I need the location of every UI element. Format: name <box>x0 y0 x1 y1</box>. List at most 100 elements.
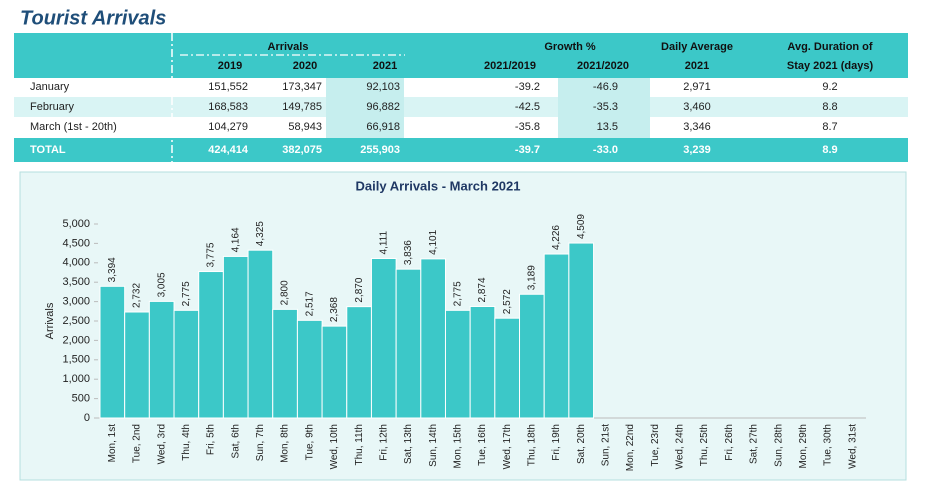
x-tick-label: Sat, 6th <box>230 424 241 458</box>
value-label: 2,870 <box>354 277 365 302</box>
x-tick-label: Tue, 9th <box>304 424 315 460</box>
x-tick-label: Sun, 21st <box>601 424 612 466</box>
table-cell: -42.5 <box>515 101 540 113</box>
value-label: 3,394 <box>107 257 118 282</box>
x-tick-label: Tue, 2nd <box>132 424 143 463</box>
value-label: 4,164 <box>230 227 241 252</box>
x-tick-label: Sat, 20th <box>576 424 587 464</box>
x-tick-label: Wed, 24th <box>675 424 686 469</box>
table-cell: -33.0 <box>593 144 618 156</box>
table-cell: January <box>30 81 70 93</box>
x-tick-label: Wed, 31st <box>847 424 858 469</box>
bar <box>469 305 496 419</box>
bar <box>395 268 422 419</box>
bar <box>346 306 372 419</box>
x-tick-label: Tue, 16th <box>477 424 488 466</box>
value-label: 3,775 <box>206 242 217 267</box>
x-tick-label: Fri, 12th <box>378 424 389 461</box>
y-tick-label: 2,000 <box>62 334 90 346</box>
value-label: 2,572 <box>502 289 513 314</box>
x-tick-label: Mon, 8th <box>280 424 291 463</box>
row-band <box>14 97 908 117</box>
table-cell: 3,346 <box>683 121 711 133</box>
bar <box>444 309 471 419</box>
bar <box>370 257 397 419</box>
table-cell: 3,460 <box>683 101 711 113</box>
y-tick-label: 2,500 <box>62 315 90 327</box>
table-cell: 8.8 <box>822 101 837 113</box>
bar <box>420 258 446 419</box>
table-cell: 382,075 <box>282 144 322 156</box>
table-cell: 92,103 <box>366 81 400 93</box>
x-tick-label: Mon, 22nd <box>625 424 636 471</box>
y-axis-label: Arrivals <box>44 302 56 339</box>
y-tick-label: 0 <box>84 412 90 424</box>
value-label: 2,368 <box>329 297 340 322</box>
x-tick-label: Wed, 10th <box>329 424 340 469</box>
column-header: 2021/2020 <box>577 60 629 72</box>
x-tick-label: Fri, 19th <box>551 424 562 461</box>
column-header: 2021 <box>373 60 397 72</box>
table-cell: TOTAL <box>30 144 66 156</box>
value-label: 2,517 <box>304 291 315 316</box>
table-cell: February <box>30 101 75 113</box>
x-tick-label: Thu, 4th <box>181 424 192 461</box>
table-header-bg <box>14 33 908 78</box>
table-cell: 3,239 <box>683 144 711 156</box>
bar <box>568 242 595 419</box>
bar <box>296 319 323 419</box>
x-tick-label: Sun, 7th <box>255 424 266 461</box>
table-cell: 58,943 <box>288 121 322 133</box>
table-cell: -39.7 <box>515 144 540 156</box>
table-cell: -35.3 <box>593 101 618 113</box>
value-label: 2,874 <box>477 277 488 302</box>
table-cell: -39.2 <box>515 81 540 93</box>
column-header: 2021 <box>685 60 709 72</box>
table-cell: March (1st - 20th) <box>30 121 117 133</box>
value-label: 2,800 <box>280 280 291 305</box>
x-tick-label: Mon, 15th <box>452 424 463 468</box>
table-cell: 96,882 <box>366 101 400 113</box>
table-cell: 173,347 <box>282 81 322 93</box>
value-label: 3,189 <box>526 265 537 290</box>
value-label: 2,775 <box>452 281 463 306</box>
table-cell: 168,583 <box>208 101 248 113</box>
table-cell: 13.5 <box>597 121 618 133</box>
column-header: 2019 <box>218 60 242 72</box>
x-tick-label: Tue, 23rd <box>650 424 661 466</box>
column-group-header: Arrivals <box>268 41 309 53</box>
bar <box>247 249 274 419</box>
x-tick-label: Sat, 13th <box>403 424 414 464</box>
value-label: 4,325 <box>255 221 266 246</box>
table-cell: 2,971 <box>683 81 711 93</box>
table-cell: 9.2 <box>822 81 837 93</box>
bar <box>173 309 200 419</box>
y-tick-label: 1,500 <box>62 354 90 366</box>
y-tick-label: 3,500 <box>62 276 90 288</box>
bar <box>494 317 521 419</box>
table-cell: -35.8 <box>515 121 540 133</box>
x-tick-label: Mon, 1st <box>107 424 118 463</box>
x-tick-label: Fri, 26th <box>724 424 735 461</box>
y-tick-label: 3,000 <box>62 296 90 308</box>
value-label: 4,101 <box>428 229 439 254</box>
bar <box>198 271 224 419</box>
value-label: 4,111 <box>378 231 389 255</box>
y-tick-label: 4,500 <box>62 237 90 249</box>
x-tick-label: Fri, 5th <box>206 424 217 455</box>
value-label: 4,226 <box>551 225 562 250</box>
bar <box>222 255 249 419</box>
table-cell: 104,279 <box>208 121 248 133</box>
value-label: 4,509 <box>576 214 587 239</box>
x-tick-label: Thu, 11th <box>354 424 365 466</box>
bar <box>519 293 545 419</box>
x-tick-label: Thu, 25th <box>699 424 710 466</box>
bar <box>148 300 175 419</box>
x-tick-label: Tue, 30th <box>823 424 834 466</box>
table-cell: 255,903 <box>360 144 400 156</box>
table-cell: 424,414 <box>208 144 249 156</box>
value-label: 2,775 <box>181 281 192 306</box>
value-label: 3,005 <box>156 272 167 297</box>
value-label: 3,836 <box>403 240 414 265</box>
